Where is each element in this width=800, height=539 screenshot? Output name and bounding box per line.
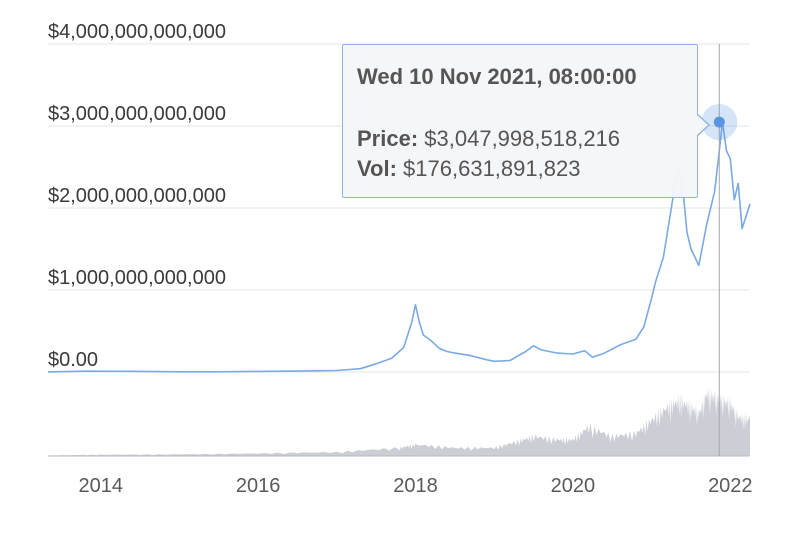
y-tick-label: $4,000,000,000,000	[48, 21, 226, 43]
price-series[interactable]	[47, 121, 751, 373]
x-tick-label: 2018	[393, 475, 438, 497]
y-tick-label: $0.00	[48, 349, 98, 371]
tooltip-price-label: Price:	[357, 126, 419, 151]
tooltip-date: Wed 10 Nov 2021, 08:00:00	[357, 64, 637, 89]
volume-area	[48, 386, 750, 456]
y-tick-label: $3,000,000,000,000	[48, 103, 226, 125]
tooltip-arrow-fill	[697, 115, 708, 135]
x-tick-label: 2016	[236, 475, 281, 497]
x-axis-labels: 2014 2016 2018 2020 2022	[78, 475, 752, 497]
x-tick-label: 2022	[708, 475, 753, 497]
tooltip-vol-row: Vol: $176,631,891,823	[357, 156, 580, 182]
highlight-point	[713, 116, 725, 128]
crosshair	[701, 44, 738, 456]
volume-series	[48, 386, 750, 457]
y-tick-label: $1,000,000,000,000	[48, 267, 226, 289]
x-tick-label: 2020	[551, 475, 596, 497]
y-tick-label: $2,000,000,000,000	[48, 185, 226, 207]
x-tick-label: 2014	[78, 475, 123, 497]
tooltip-vol-label: Vol:	[357, 156, 397, 181]
tooltip-price-row: Price: $3,047,998,518,216	[357, 126, 620, 152]
tooltip-vol-value: $176,631,891,823	[403, 156, 581, 181]
price-line	[47, 121, 751, 373]
data-tooltip: Wed 10 Nov 2021, 08:00:00 Price: $3,047,…	[342, 44, 710, 198]
tooltip-price-value: $3,047,998,518,216	[424, 126, 621, 151]
y-axis-labels: $0.00 $1,000,000,000,000 $2,000,000,000,00…	[48, 21, 226, 371]
